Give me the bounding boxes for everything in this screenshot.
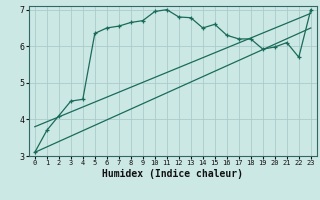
X-axis label: Humidex (Indice chaleur): Humidex (Indice chaleur): [102, 169, 243, 179]
